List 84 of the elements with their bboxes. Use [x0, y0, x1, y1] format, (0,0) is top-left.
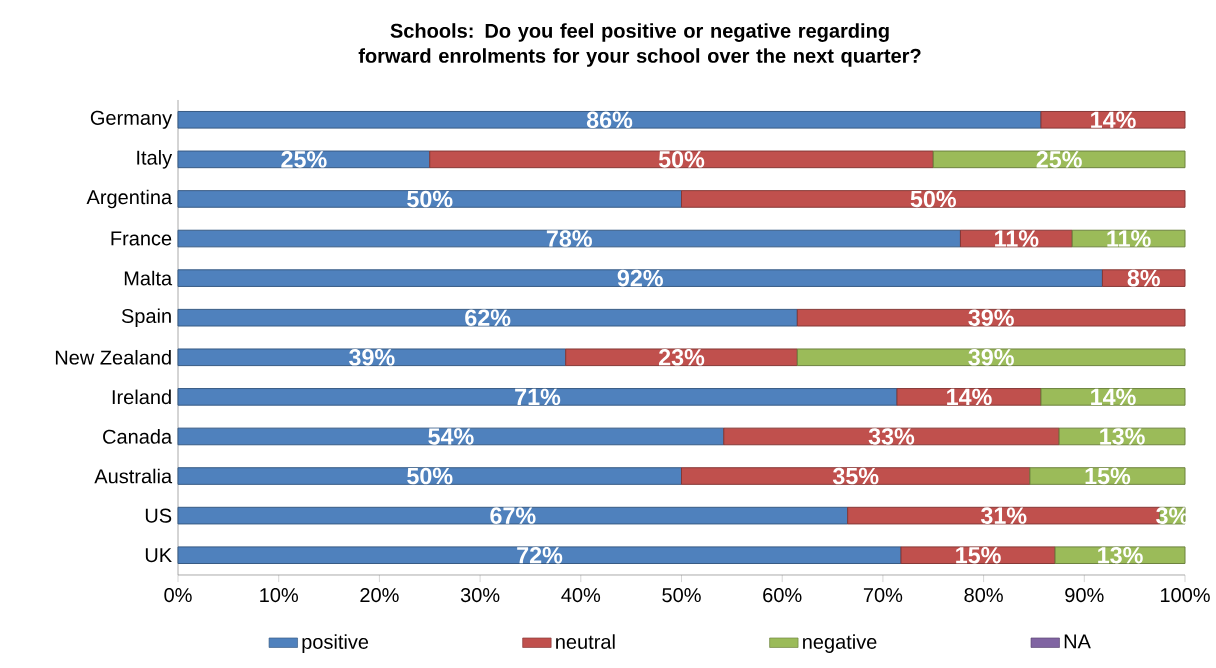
- data-label: 78%: [546, 230, 592, 247]
- y-tick-label: Spain: [121, 308, 171, 328]
- data-label: 11%: [1107, 230, 1151, 247]
- bar: [177, 427, 725, 446]
- data-label: 50%: [407, 190, 453, 208]
- y-tick-label: Germany: [90, 110, 173, 129]
- bar: [177, 348, 567, 367]
- bar: [177, 388, 898, 406]
- data-label: 13%: [1100, 428, 1145, 445]
- data-label: 35%: [832, 467, 879, 485]
- data-label: 11%: [995, 230, 1039, 247]
- bar: [900, 546, 1056, 565]
- data-label: 50%: [910, 190, 956, 208]
- legend-label: neutral: [556, 634, 615, 649]
- bar: [1040, 388, 1186, 406]
- y-tick-label: Australia: [94, 468, 173, 484]
- x-tick-label: 10%: [260, 588, 298, 603]
- bar: [796, 308, 1186, 327]
- x-tick-label: 60%: [763, 588, 802, 603]
- x-tick-label: 70%: [863, 588, 903, 603]
- x-tick-label: 100%: [1160, 588, 1210, 603]
- legend-label: NA: [1064, 634, 1091, 649]
- bar: [177, 269, 1103, 287]
- bar: [796, 348, 1186, 367]
- data-label: 50%: [407, 467, 453, 485]
- y-tick-label: Italy: [137, 150, 173, 169]
- bar: [177, 190, 683, 208]
- bar: [429, 150, 934, 169]
- data-label: 39%: [968, 348, 1014, 366]
- bar: [177, 467, 683, 485]
- bar: [177, 110, 1042, 129]
- legend-label: positive: [302, 634, 369, 653]
- data-label: 14%: [947, 388, 992, 406]
- bar: [681, 467, 1031, 485]
- bar: [177, 506, 849, 525]
- y-tick-label: US: [145, 508, 172, 523]
- bar: [177, 150, 431, 169]
- data-label: 23%: [658, 348, 705, 366]
- data-label: 72%: [517, 546, 563, 564]
- y-tick-label: Canada: [103, 429, 173, 444]
- bar: [565, 348, 798, 367]
- data-label: 67%: [490, 507, 536, 524]
- legend-label: negative: [803, 634, 877, 653]
- data-label: 14%: [1091, 388, 1136, 406]
- data-label: 25%: [281, 151, 327, 168]
- x-tick-label: 0%: [164, 588, 192, 603]
- bar: [1029, 467, 1186, 485]
- bar: [932, 150, 1186, 169]
- bar: [177, 546, 902, 565]
- y-tick-label: Ireland: [112, 389, 171, 405]
- y-tick-label: UK: [145, 548, 172, 563]
- y-tick-label: Malta: [124, 270, 173, 286]
- data-label: 15%: [956, 546, 1001, 564]
- data-label: 39%: [349, 348, 395, 366]
- bar: [681, 190, 1186, 208]
- data-label: 92%: [617, 269, 663, 287]
- data-label: 86%: [586, 111, 633, 129]
- data-label: 71%: [515, 388, 561, 406]
- data-label: 8%: [1127, 269, 1160, 287]
- data-label: 25%: [1036, 151, 1082, 168]
- x-tick-label: 80%: [964, 588, 1003, 603]
- data-label: 13%: [1098, 546, 1143, 564]
- x-tick-label: 90%: [1065, 588, 1104, 603]
- chart-title: Schools: Do you feel positive or negative regarding forward enrolments for your school over the next quarter?: [358, 23, 921, 67]
- data-label: 39%: [968, 309, 1014, 326]
- bar: [1054, 546, 1186, 565]
- bar: [177, 229, 961, 248]
- y-tick-label: Argentina: [86, 189, 173, 209]
- y-tick-label: France: [111, 231, 172, 246]
- data-label: 33%: [868, 428, 915, 445]
- data-label: 62%: [465, 309, 511, 326]
- bar: [1040, 110, 1186, 129]
- x-tick-label: 50%: [662, 588, 701, 603]
- data-label: 50%: [658, 151, 705, 168]
- bar: [723, 427, 1060, 446]
- data-label: 14%: [1091, 111, 1136, 128]
- data-label: 31%: [980, 507, 1027, 524]
- x-tick-label: 30%: [460, 588, 500, 603]
- x-tick-label: 20%: [360, 588, 399, 603]
- data-label: 15%: [1085, 467, 1131, 485]
- data-label: 54%: [428, 428, 474, 445]
- y-tick-label: New Zealand: [55, 349, 171, 365]
- bar: [177, 308, 798, 327]
- x-tick-label: 40%: [561, 588, 601, 603]
